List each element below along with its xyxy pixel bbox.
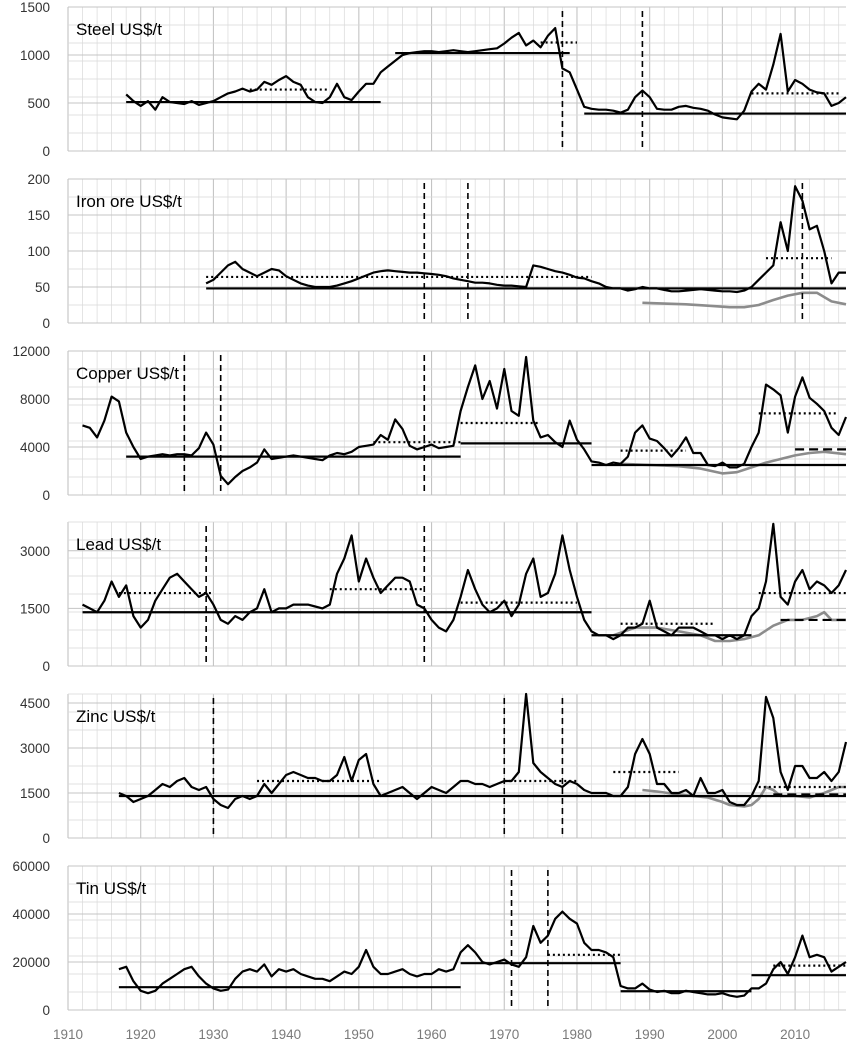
panel-steel: 0 500 1000 1500 Steel US$/t — [20, 0, 847, 159]
y-tick-label: 0 — [42, 831, 50, 846]
x-tick-label: 2010 — [780, 1027, 810, 1042]
price-series-line — [205, 185, 846, 294]
y-tick-label: 3000 — [20, 544, 50, 559]
x-tick-label: 1950 — [344, 1027, 374, 1042]
y-tick-label: 50 — [35, 280, 50, 295]
y-tick-label: 0 — [42, 316, 50, 331]
y-tick-label: 0 — [42, 1003, 50, 1018]
x-tick-label: 1970 — [489, 1027, 519, 1042]
x-axis: 1910 1920 1930 1940 1950 1960 1970 1980 1990 2000… — [53, 1027, 810, 1042]
y-tick-label: 20000 — [12, 955, 50, 970]
panel-title: Copper US$/t — [76, 364, 179, 383]
y-tick-label: 100 — [27, 244, 50, 259]
x-tick-label: 1910 — [53, 1027, 83, 1042]
x-tick-label: 1960 — [417, 1027, 447, 1042]
y-tick-label: 12000 — [12, 344, 50, 359]
x-tick-label: 1930 — [198, 1027, 228, 1042]
panel-iron-ore: 0 50 100 150 200 Iron ore US$/t — [27, 172, 847, 331]
secondary-series-line — [620, 450, 847, 475]
x-tick-label: 1990 — [635, 1027, 665, 1042]
y-tick-label: 1500 — [20, 0, 50, 15]
secondary-series-line — [612, 610, 846, 643]
panel-title: Lead US$/t — [76, 535, 161, 554]
x-tick-label: 1920 — [126, 1027, 156, 1042]
secondary-series-line — [642, 291, 847, 309]
price-series-line — [81, 522, 847, 641]
x-tick-label: 1940 — [271, 1027, 301, 1042]
x-tick-label: 2000 — [707, 1027, 737, 1042]
y-tick-label: 3000 — [20, 741, 50, 756]
y-tick-label: 1500 — [20, 601, 50, 616]
panel-title: Steel US$/t — [76, 20, 162, 39]
y-tick-label: 0 — [42, 488, 50, 503]
panel-copper: 0 4000 8000 12000 Copper US$/t — [12, 344, 848, 503]
y-tick-label: 4500 — [20, 696, 50, 711]
y-tick-label: 200 — [27, 172, 50, 187]
price-series-line — [118, 910, 847, 998]
panel-tin: 0 20000 40000 60000 Tin US$/t — [12, 859, 847, 1018]
panel-zinc: 0 1500 3000 4500 Zinc US$/t — [20, 692, 848, 846]
price-series-line — [82, 355, 848, 486]
y-tick-label: 1000 — [20, 48, 50, 63]
y-tick-label: 0 — [42, 659, 50, 674]
price-series-line — [125, 27, 847, 121]
panel-lead: 0 1500 3000 Lead US$/t — [20, 521, 847, 674]
y-tick-label: 60000 — [12, 859, 50, 874]
y-tick-label: 8000 — [20, 392, 50, 407]
price-series-line — [118, 692, 848, 810]
panel-title: Zinc US$/t — [76, 707, 156, 726]
panel-title: Iron ore US$/t — [76, 192, 182, 211]
y-tick-label: 500 — [27, 96, 50, 111]
y-tick-label: 1500 — [20, 786, 50, 801]
x-tick-label: 1980 — [562, 1027, 592, 1042]
panel-title: Tin US$/t — [76, 879, 147, 898]
y-tick-label: 40000 — [12, 907, 50, 922]
y-tick-label: 4000 — [20, 440, 50, 455]
y-tick-label: 0 — [42, 144, 50, 159]
y-tick-label: 150 — [27, 208, 50, 223]
